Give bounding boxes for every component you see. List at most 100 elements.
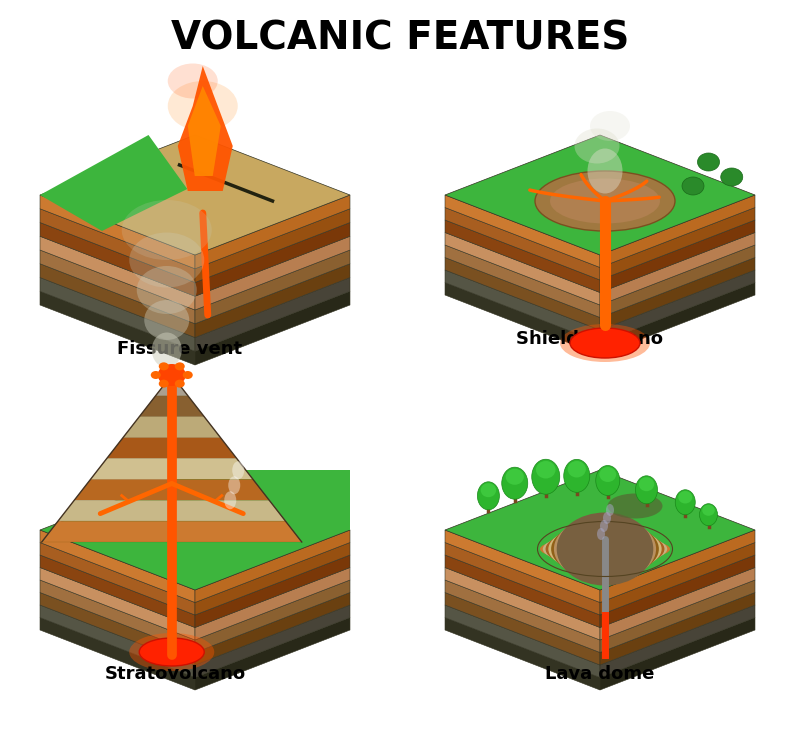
Polygon shape: [445, 617, 600, 690]
Polygon shape: [445, 283, 600, 355]
Polygon shape: [445, 567, 600, 640]
Ellipse shape: [607, 493, 662, 518]
Polygon shape: [445, 195, 600, 267]
Ellipse shape: [122, 200, 212, 260]
Polygon shape: [40, 195, 195, 269]
Polygon shape: [195, 470, 350, 536]
Polygon shape: [40, 291, 195, 365]
Polygon shape: [195, 222, 350, 297]
Ellipse shape: [506, 469, 524, 484]
Ellipse shape: [570, 328, 640, 358]
Polygon shape: [600, 530, 755, 603]
Polygon shape: [188, 86, 221, 176]
Ellipse shape: [554, 517, 656, 581]
Ellipse shape: [535, 171, 675, 231]
Polygon shape: [90, 459, 253, 479]
Text: Fissure vent: Fissure vent: [118, 340, 242, 358]
Polygon shape: [195, 236, 350, 310]
Ellipse shape: [182, 371, 193, 379]
Ellipse shape: [551, 520, 659, 578]
Ellipse shape: [548, 525, 662, 573]
Ellipse shape: [557, 512, 654, 586]
Polygon shape: [195, 605, 350, 677]
Ellipse shape: [540, 537, 670, 562]
Ellipse shape: [478, 482, 499, 510]
Ellipse shape: [546, 528, 665, 570]
Ellipse shape: [139, 638, 204, 666]
Ellipse shape: [481, 483, 496, 497]
Ellipse shape: [130, 633, 214, 671]
Polygon shape: [40, 208, 195, 283]
Polygon shape: [445, 245, 600, 318]
Text: Lava dome: Lava dome: [546, 665, 654, 683]
Polygon shape: [40, 277, 195, 352]
Ellipse shape: [174, 363, 185, 371]
Polygon shape: [445, 530, 600, 603]
Ellipse shape: [137, 266, 197, 314]
Polygon shape: [40, 135, 350, 255]
Polygon shape: [106, 437, 237, 459]
Ellipse shape: [606, 504, 614, 516]
Polygon shape: [600, 270, 755, 343]
Ellipse shape: [587, 148, 622, 194]
Polygon shape: [195, 617, 350, 690]
Polygon shape: [195, 530, 350, 603]
Polygon shape: [600, 283, 755, 355]
Polygon shape: [600, 258, 755, 330]
Ellipse shape: [168, 81, 238, 131]
Polygon shape: [445, 233, 600, 305]
Polygon shape: [600, 195, 755, 267]
Ellipse shape: [152, 333, 182, 368]
Polygon shape: [600, 233, 755, 305]
Polygon shape: [600, 617, 755, 690]
Polygon shape: [445, 220, 600, 293]
Ellipse shape: [721, 168, 742, 186]
Polygon shape: [445, 258, 600, 330]
Polygon shape: [445, 270, 600, 343]
Ellipse shape: [638, 477, 654, 491]
Polygon shape: [40, 530, 195, 603]
Polygon shape: [445, 135, 755, 255]
Polygon shape: [40, 592, 195, 665]
Polygon shape: [600, 592, 755, 665]
Ellipse shape: [158, 379, 169, 388]
Ellipse shape: [224, 491, 236, 509]
Ellipse shape: [596, 465, 620, 495]
Ellipse shape: [564, 459, 590, 493]
Ellipse shape: [599, 467, 616, 482]
Polygon shape: [445, 542, 600, 615]
Polygon shape: [445, 208, 600, 280]
Polygon shape: [445, 580, 600, 653]
Polygon shape: [195, 555, 350, 628]
Polygon shape: [600, 580, 755, 653]
Ellipse shape: [550, 178, 660, 223]
Polygon shape: [139, 396, 204, 417]
Ellipse shape: [675, 490, 695, 515]
Polygon shape: [195, 567, 350, 640]
Ellipse shape: [678, 491, 692, 504]
Polygon shape: [40, 250, 195, 324]
Ellipse shape: [168, 64, 218, 98]
Text: Shield volcano: Shield volcano: [517, 330, 663, 348]
Ellipse shape: [600, 520, 608, 532]
Polygon shape: [40, 617, 195, 690]
Ellipse shape: [130, 233, 204, 288]
Polygon shape: [58, 501, 286, 521]
Ellipse shape: [144, 300, 190, 340]
Ellipse shape: [560, 324, 650, 362]
Ellipse shape: [150, 371, 161, 379]
Polygon shape: [445, 605, 600, 677]
Polygon shape: [40, 555, 195, 628]
Polygon shape: [600, 245, 755, 318]
Polygon shape: [40, 470, 350, 590]
Polygon shape: [195, 250, 350, 324]
Polygon shape: [40, 264, 195, 338]
Polygon shape: [74, 479, 270, 501]
Ellipse shape: [502, 468, 528, 499]
Polygon shape: [600, 220, 755, 293]
Polygon shape: [178, 66, 233, 191]
Ellipse shape: [542, 532, 667, 565]
Polygon shape: [40, 567, 195, 640]
Ellipse shape: [158, 364, 186, 386]
Ellipse shape: [590, 111, 630, 141]
